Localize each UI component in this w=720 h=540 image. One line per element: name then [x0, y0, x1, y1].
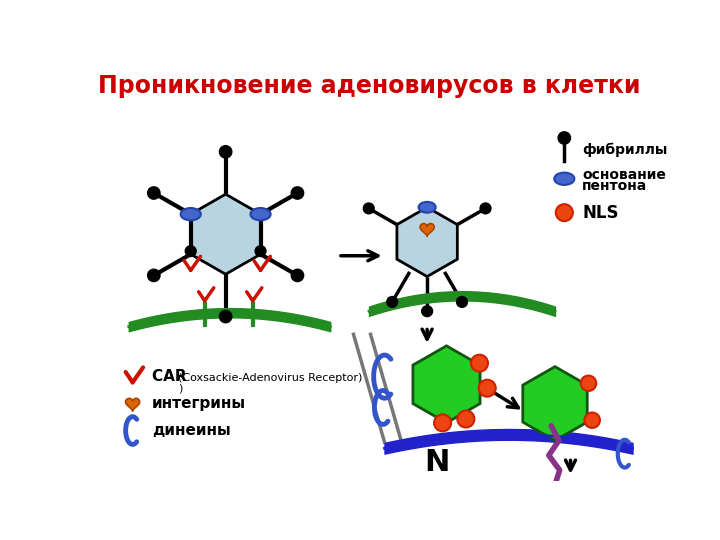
Text: пентона: пентона	[582, 179, 647, 193]
Text: динеины: динеины	[152, 423, 230, 438]
Circle shape	[456, 296, 467, 307]
Circle shape	[220, 310, 232, 323]
Circle shape	[434, 414, 451, 431]
Polygon shape	[420, 224, 434, 236]
Circle shape	[471, 355, 488, 372]
Text: (Coxsackie-Adenovirus Receptor): (Coxsackie-Adenovirus Receptor)	[178, 373, 362, 383]
Text: интегрины: интегрины	[152, 396, 246, 411]
Circle shape	[148, 187, 160, 199]
Circle shape	[581, 376, 596, 391]
Polygon shape	[413, 346, 480, 423]
Text: фибриллы: фибриллы	[582, 143, 667, 157]
Circle shape	[185, 246, 196, 256]
Text: Проникновение аденовирусов в клетки: Проникновение аденовирусов в клетки	[98, 75, 640, 98]
Circle shape	[422, 306, 433, 316]
Circle shape	[292, 187, 304, 199]
Ellipse shape	[251, 208, 271, 220]
Text: основание: основание	[582, 168, 666, 182]
Text: CAR: CAR	[152, 369, 192, 384]
Text: N: N	[425, 448, 450, 477]
Ellipse shape	[554, 173, 575, 185]
Text: ): )	[178, 383, 182, 393]
Circle shape	[255, 246, 266, 256]
Polygon shape	[523, 367, 588, 441]
Circle shape	[585, 413, 600, 428]
Polygon shape	[125, 399, 140, 411]
Ellipse shape	[181, 208, 201, 220]
Circle shape	[364, 203, 374, 214]
Polygon shape	[397, 207, 457, 276]
Circle shape	[387, 296, 397, 307]
Circle shape	[220, 146, 232, 158]
Ellipse shape	[418, 202, 436, 213]
Circle shape	[479, 380, 495, 397]
Circle shape	[457, 410, 474, 428]
Polygon shape	[191, 194, 261, 274]
Circle shape	[558, 132, 570, 144]
Text: NLS: NLS	[582, 204, 618, 221]
Circle shape	[556, 204, 573, 221]
Circle shape	[148, 269, 160, 281]
Circle shape	[480, 203, 491, 214]
Circle shape	[292, 269, 304, 281]
